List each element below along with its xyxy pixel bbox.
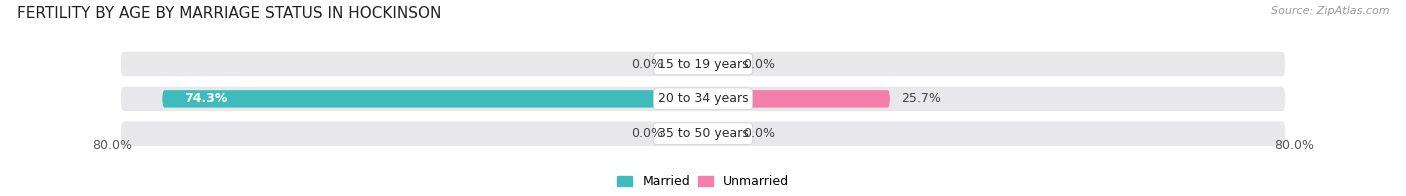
FancyBboxPatch shape (121, 122, 1285, 146)
Text: 0.0%: 0.0% (742, 127, 775, 140)
FancyBboxPatch shape (703, 90, 890, 108)
Text: 80.0%: 80.0% (1274, 139, 1315, 152)
FancyBboxPatch shape (162, 90, 703, 108)
FancyBboxPatch shape (121, 87, 1285, 111)
Text: 15 to 19 years: 15 to 19 years (658, 58, 748, 71)
Text: 0.0%: 0.0% (742, 58, 775, 71)
FancyBboxPatch shape (671, 55, 703, 73)
Text: FERTILITY BY AGE BY MARRIAGE STATUS IN HOCKINSON: FERTILITY BY AGE BY MARRIAGE STATUS IN H… (17, 6, 441, 21)
Text: 20 to 34 years: 20 to 34 years (658, 92, 748, 105)
FancyBboxPatch shape (703, 125, 735, 142)
Text: 74.3%: 74.3% (184, 92, 228, 105)
FancyBboxPatch shape (703, 55, 735, 73)
Text: 0.0%: 0.0% (631, 127, 664, 140)
FancyBboxPatch shape (671, 125, 703, 142)
Text: 80.0%: 80.0% (91, 139, 132, 152)
FancyBboxPatch shape (121, 52, 1285, 76)
Text: 0.0%: 0.0% (631, 58, 664, 71)
Legend: Married, Unmarried: Married, Unmarried (617, 175, 789, 188)
Text: Source: ZipAtlas.com: Source: ZipAtlas.com (1271, 6, 1389, 16)
Text: 25.7%: 25.7% (901, 92, 941, 105)
Text: 35 to 50 years: 35 to 50 years (658, 127, 748, 140)
